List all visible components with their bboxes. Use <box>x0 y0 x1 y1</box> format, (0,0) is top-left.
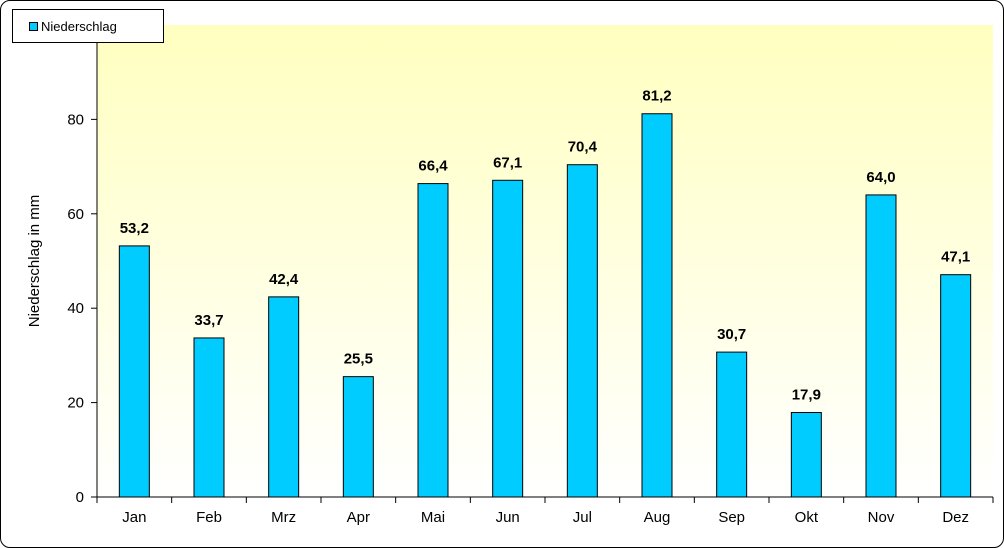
bar-aug <box>641 113 673 498</box>
bars <box>118 113 972 498</box>
bar-jun <box>492 179 524 498</box>
legend-swatch <box>29 21 38 31</box>
data-label-jun: 67,1 <box>493 154 522 171</box>
data-label-sep: 30,7 <box>717 326 746 343</box>
bar-dez <box>940 274 972 498</box>
x-tick-label-sep: Sep <box>718 509 745 526</box>
data-label-jan: 53,2 <box>120 220 149 237</box>
bar-mai <box>417 183 449 498</box>
bar-nov <box>865 194 897 498</box>
bar-feb <box>193 337 225 498</box>
data-label-nov: 64,0 <box>866 169 895 186</box>
data-label-apr: 25,5 <box>344 351 373 368</box>
x-tick-label-dez: Dez <box>942 509 969 526</box>
y-tick-label-80: 80 <box>67 111 84 128</box>
x-tick-label-jun: Jun <box>496 509 520 526</box>
y-tick-label-20: 20 <box>67 395 84 412</box>
bar-jul <box>566 164 598 498</box>
y-axis-title: Niederschlag in mm <box>26 195 43 328</box>
x-tick-label-nov: Nov <box>868 509 895 526</box>
data-label-feb: 33,7 <box>194 312 223 329</box>
bar-jan <box>118 245 150 498</box>
x-tick-label-mrz: Mrz <box>271 509 296 526</box>
axes <box>91 25 994 503</box>
x-tick-label-jul: Jul <box>573 509 592 526</box>
bar-apr <box>342 376 374 498</box>
data-label-aug: 81,2 <box>642 88 671 105</box>
data-label-jul: 70,4 <box>568 139 598 156</box>
x-tick-label-apr: Apr <box>347 509 370 526</box>
x-tick-label-feb: Feb <box>196 509 222 526</box>
x-tick-label-aug: Aug <box>644 509 671 526</box>
plot-area <box>97 25 993 497</box>
bar-mrz <box>268 296 300 498</box>
x-tick-label-okt: Okt <box>795 509 819 526</box>
y-tick-label-60: 60 <box>67 206 84 223</box>
labels: 53,2 Jan 33,7 Feb 42,4 Mrz 25,5 Apr 66,4 Mai 67,1 J… <box>67 88 970 526</box>
legend-label: Niederschlag <box>41 18 117 34</box>
bar-okt <box>790 412 822 498</box>
data-label-okt: 17,9 <box>792 387 821 404</box>
y-tick-label-40: 40 <box>67 300 84 317</box>
x-tick-label-jan: Jan <box>122 509 146 526</box>
x-tick-label-mai: Mai <box>421 509 445 526</box>
data-label-mai: 66,4 <box>418 158 448 175</box>
data-label-mrz: 42,4 <box>269 271 299 288</box>
legend: Niederschlag <box>12 9 164 43</box>
y-tick-label-0: 0 <box>76 489 84 506</box>
bar-sep <box>716 351 748 498</box>
data-label-dez: 47,1 <box>941 249 970 266</box>
